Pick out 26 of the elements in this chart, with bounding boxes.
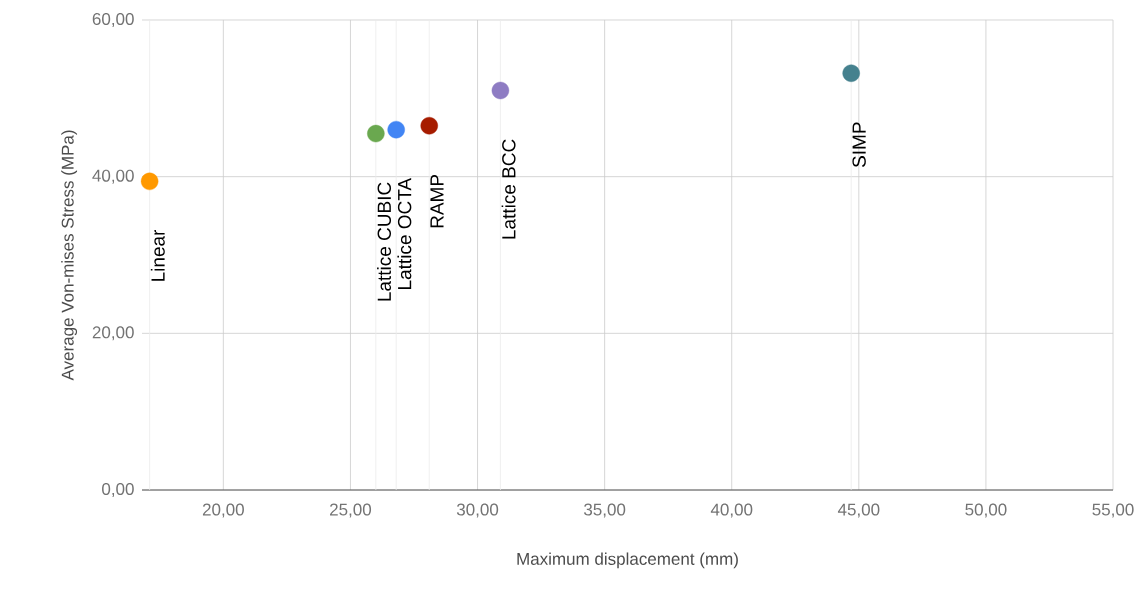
text: Lattice BCC (501, 139, 516, 239)
y-tick-label: 60,00 (92, 12, 134, 28)
y-tick-label: 0,00 (102, 482, 134, 498)
y-axis-title: Average Von-mises Stress (MPa) (61, 130, 78, 381)
x-axis-title: Maximum displacement (mm) (517, 552, 738, 569)
point (491, 81, 510, 100)
point (420, 117, 438, 135)
x-tick-label: 50,00 (965, 503, 1007, 518)
text: RAMP (430, 174, 444, 228)
text: Linear (150, 229, 165, 281)
text: SIMP (852, 122, 866, 168)
x-tick-label: 40,00 (710, 503, 753, 518)
x-tick-label: 25,00 (330, 503, 372, 518)
y-tick-label: 20,00 (92, 326, 134, 341)
point (842, 64, 860, 82)
point (140, 172, 159, 191)
x-tick-label: 20,00 (202, 503, 244, 518)
x-tick-label: 55,00 (1092, 503, 1134, 518)
y-tick-label: 40,00 (92, 169, 134, 184)
x-tick-label: 45,00 (837, 503, 880, 518)
point (387, 120, 405, 139)
point (367, 124, 385, 143)
x-tick-label: 30,00 (456, 503, 499, 518)
text: Lattice OCTA (397, 177, 412, 289)
text: Lattice CUBIC (377, 182, 392, 301)
x-tick-label: 35,00 (584, 503, 626, 518)
